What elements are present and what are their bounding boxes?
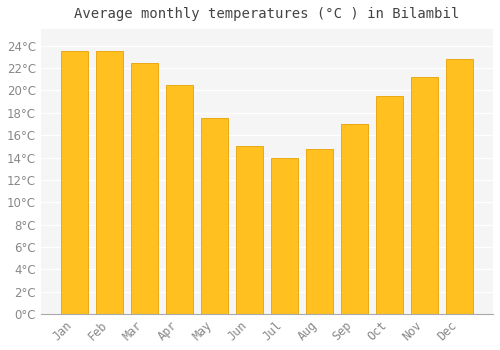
Bar [62, 51, 88, 314]
Bar [132, 63, 158, 314]
Bar [166, 85, 192, 314]
Bar [342, 124, 367, 314]
Bar [412, 77, 438, 314]
Bar [376, 96, 402, 314]
Title: Average monthly temperatures (°C ) in Bilambil: Average monthly temperatures (°C ) in Bi… [74, 7, 460, 21]
Bar [272, 158, 297, 314]
Bar [202, 118, 228, 314]
Bar [96, 51, 122, 314]
Bar [306, 148, 332, 314]
Bar [236, 146, 262, 314]
Bar [446, 59, 472, 314]
